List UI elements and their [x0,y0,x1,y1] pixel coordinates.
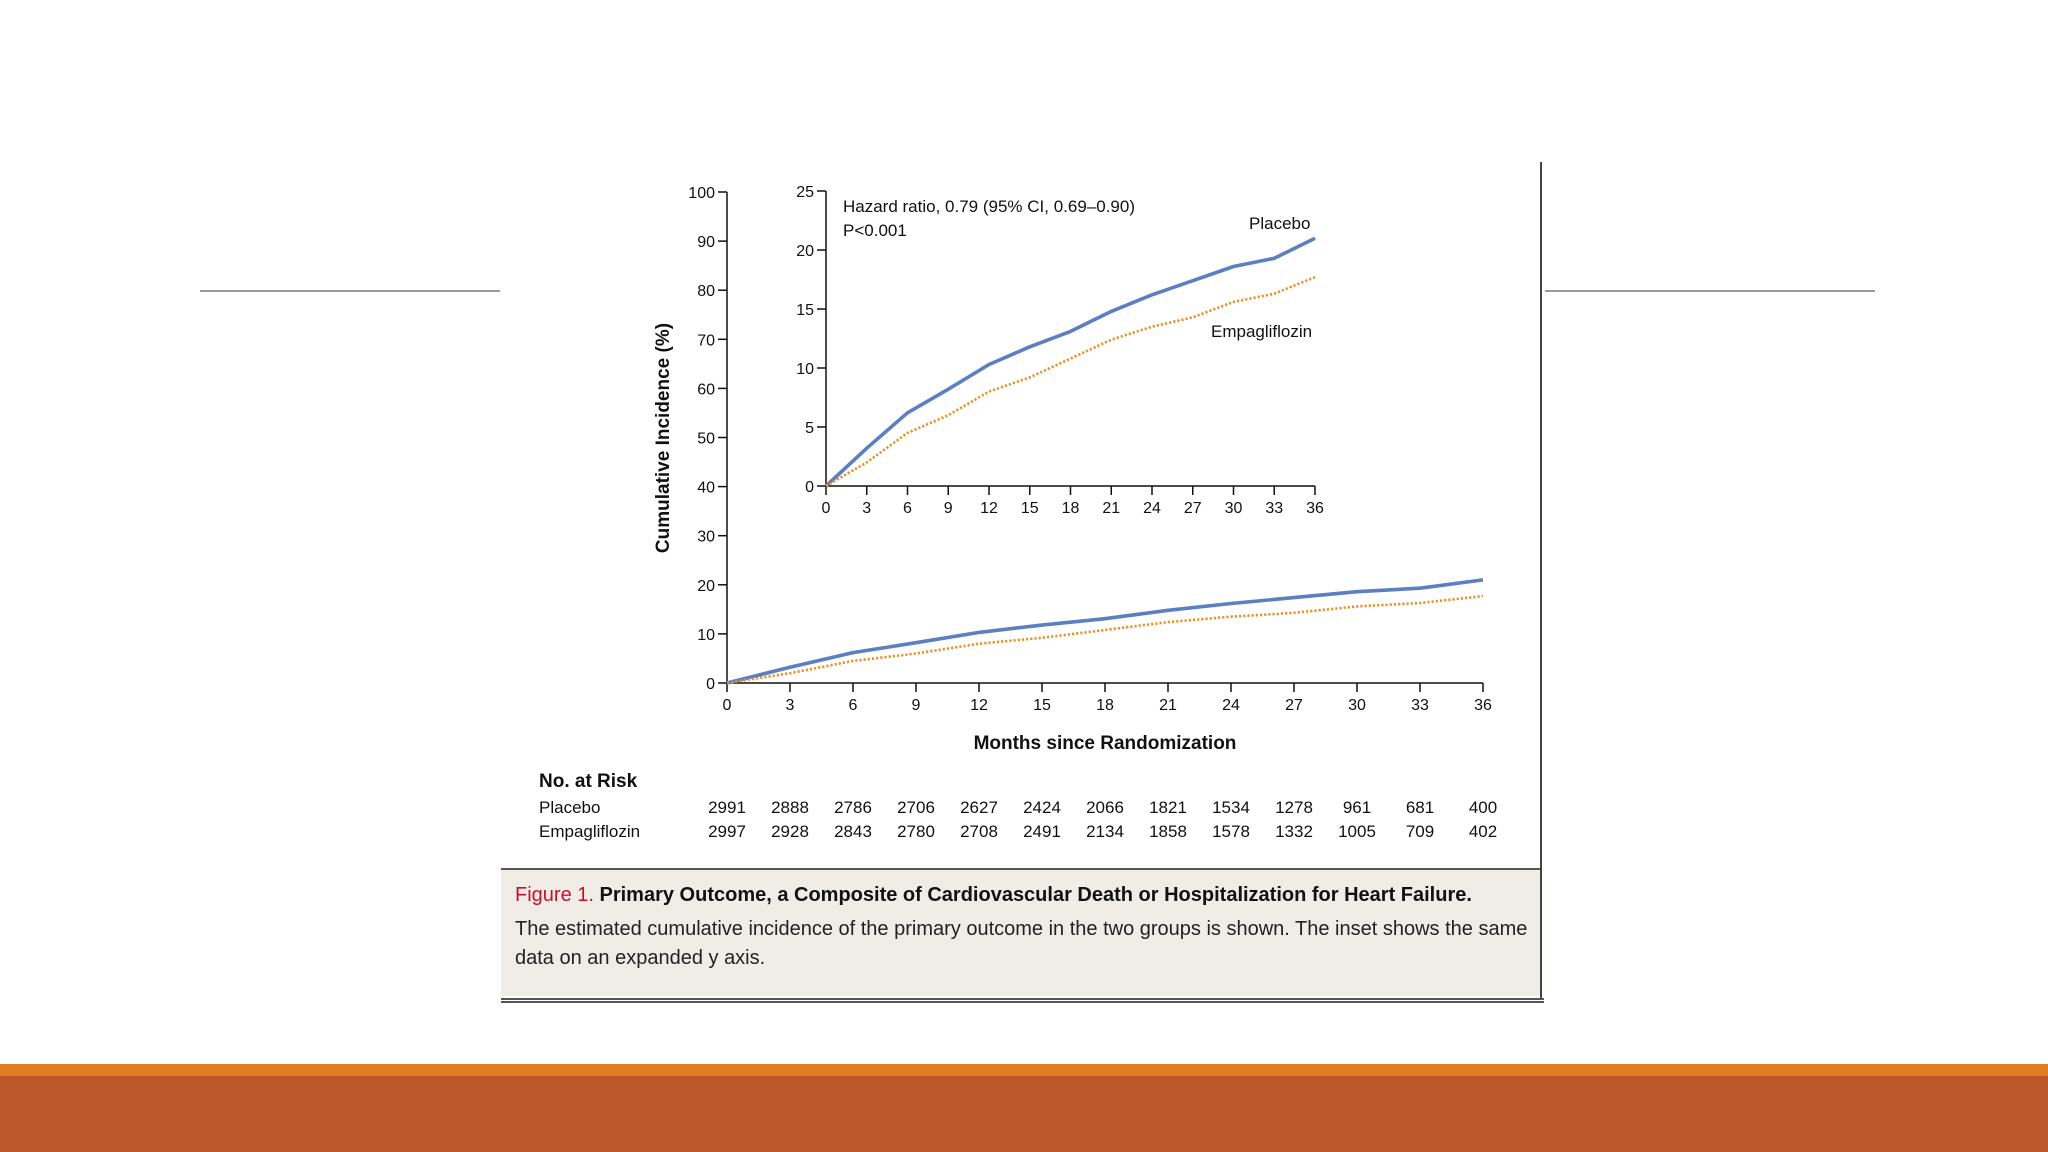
footer-stripe [0,1064,2048,1076]
inset-x-tick-label: 24 [1143,500,1161,517]
main-x-tick-label: 33 [1411,697,1429,714]
main-series-empagliflozin-line [726,594,1484,685]
inset-y-tick-label: 20 [796,243,814,260]
inset-x-tick-label: 21 [1102,500,1120,517]
main-x-tick-label: 36 [1474,697,1492,714]
caption-title-line: Figure 1. Primary Outcome, a Composite o… [515,884,1528,907]
left-decorative-rule [200,290,500,292]
risk-value-placebo: 1278 [1275,798,1313,817]
main-y-tick-label: 50 [697,431,715,448]
inset-x-tick-label: 30 [1225,500,1243,517]
p-value-text: P<0.001 [843,221,907,240]
main-x-tick-label: 15 [1033,697,1051,714]
risk-value-empagliflozin: 2843 [834,822,872,841]
main-y-tick-label: 100 [688,185,715,202]
risk-value-placebo: 1534 [1212,798,1250,817]
main-y-tick-label: 80 [697,283,715,300]
risk-value-empagliflozin: 2708 [960,822,998,841]
risk-table-title: No. at Risk [539,771,638,792]
risk-value-empagliflozin: 1005 [1338,822,1376,841]
inset-series-empagliflozin-line [825,275,1316,488]
main-y-tick-label: 60 [697,381,715,398]
risk-value-placebo: 1821 [1149,798,1187,817]
main-x-tick-label: 21 [1159,697,1177,714]
risk-value-placebo: 2066 [1086,798,1124,817]
risk-value-empagliflozin: 1332 [1275,822,1313,841]
risk-value-empagliflozin: 2491 [1023,822,1061,841]
main-y-tick-label: 40 [697,480,715,497]
inset-x-tick-label: 27 [1184,500,1202,517]
risk-value-empagliflozin: 709 [1406,822,1434,841]
caption-title: Primary Outcome, a Composite of Cardiova… [599,884,1472,906]
inset-x-tick-label: 3 [862,500,871,517]
main-x-tick-label: 0 [723,697,732,714]
figure-border [1540,162,1542,998]
risk-row-label-empagliflozin: Empagliflozin [539,822,640,841]
y-axis-title: Cumulative Incidence (%) [653,323,674,553]
risk-row-label-placebo: Placebo [539,798,600,817]
risk-table: No. at Risk Placebo 2991 2888 2786 2706 2627 24… [539,771,1497,841]
main-y-tick-label: 90 [697,234,715,251]
risk-value-empagliflozin: 1858 [1149,822,1187,841]
inset-y-tick-label: 5 [805,420,814,437]
risk-value-placebo: 2786 [834,798,872,817]
inset-y-tick-label: 0 [805,479,814,496]
main-x-tick-label: 30 [1348,697,1366,714]
risk-value-placebo: 2424 [1023,798,1061,817]
risk-value-placebo: 2706 [897,798,935,817]
inset-y-tick-label: 25 [796,184,814,201]
risk-value-placebo: 2991 [708,798,746,817]
right-decorative-rule [1545,290,1875,292]
risk-value-empagliflozin: 2134 [1086,822,1124,841]
inset-y-tick-label: 15 [796,302,814,319]
main-x-tick-label: 6 [849,697,858,714]
main-x-tick-label: 9 [912,697,921,714]
caption-text: The estimated cumulative incidence of th… [515,918,1528,969]
caption-bottom-rule [501,998,1544,1003]
main-y-tick-label: 20 [697,578,715,595]
inset-x-tick-label: 18 [1062,500,1080,517]
main-x-tick-label: 3 [786,697,795,714]
risk-value-placebo: 2888 [771,798,809,817]
inset-x-tick-label: 6 [903,500,912,517]
empagliflozin-series-label: Empagliflozin [1211,322,1312,341]
inset-x-tick-label: 15 [1021,500,1039,517]
risk-value-empagliflozin: 2780 [897,822,935,841]
inset-x-tick-label: 9 [944,500,953,517]
main-x-tick-label: 27 [1285,697,1303,714]
main-y-tick-label: 30 [697,529,715,546]
risk-value-placebo: 961 [1343,798,1371,817]
figure-caption: Figure 1. Primary Outcome, a Composite o… [501,868,1540,996]
inset-y-tick-label: 10 [796,361,814,378]
main-y-tick-label: 10 [697,627,715,644]
risk-value-placebo: 681 [1406,798,1434,817]
inset-x-tick-label: 12 [980,500,998,517]
risk-value-empagliflozin: 1578 [1212,822,1250,841]
placebo-series-label: Placebo [1249,214,1310,233]
footer-band [0,1076,2048,1152]
main-series-placebo-line [726,578,1484,685]
main-x-tick-label: 12 [970,697,988,714]
risk-value-placebo: 2627 [960,798,998,817]
x-axis-title: Months since Randomization [974,733,1237,754]
main-x-tick-label: 24 [1222,697,1240,714]
hazard-ratio-text: Hazard ratio, 0.79 (95% CI, 0.69–0.90) [843,197,1135,216]
inset-x-tick-label: 36 [1306,500,1324,517]
risk-value-empagliflozin: 2997 [708,822,746,841]
inset-series-placebo-line [824,236,1316,488]
risk-value-empagliflozin: 402 [1469,822,1497,841]
risk-value-empagliflozin: 2928 [771,822,809,841]
risk-value-placebo: 400 [1469,798,1497,817]
inset-x-tick-label: 33 [1265,500,1283,517]
figure-label: Figure 1. [515,884,594,906]
main-y-tick-label: 70 [697,332,715,349]
main-x-tick-label: 18 [1096,697,1114,714]
main-y-tick-label: 0 [706,676,715,693]
inset-x-tick-label: 0 [822,500,831,517]
